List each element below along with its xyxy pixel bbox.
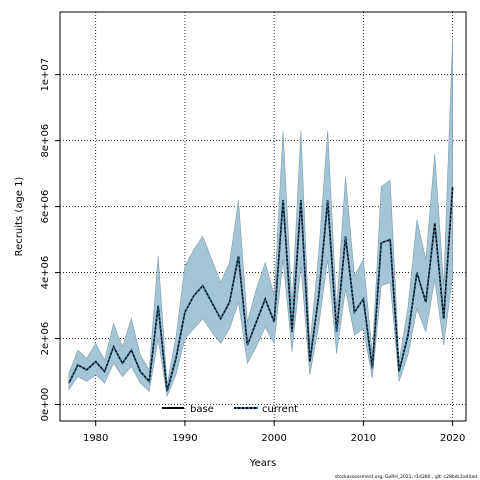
x-tick-label-2020: 2020 [440, 433, 465, 444]
confidence-band [68, 38, 453, 398]
series-lines [68, 186, 454, 392]
legend: base current [162, 404, 298, 415]
x-tick-label-2000: 2000 [261, 433, 286, 444]
y-tick-label-3: 6e+06 [40, 190, 51, 224]
y-axis-title: Recruits (age 1) [14, 177, 25, 257]
x-tick-label-1980: 1980 [83, 433, 108, 444]
y-tick-label-0: 0e+00 [40, 388, 51, 422]
y-tick-label-2: 4e+06 [40, 256, 51, 290]
x-tick-label-1990: 1990 [172, 433, 197, 444]
confidence-band-area [68, 38, 453, 398]
x-tick-label-2010: 2010 [351, 433, 376, 444]
y-tick-label-5: 1e+07 [40, 58, 51, 92]
legend-label-current: current [262, 404, 298, 415]
y-tick-label-4: 8e+06 [40, 124, 51, 158]
series-line-current [68, 186, 454, 392]
axes: 1980 1990 2000 2010 2020 0e+00 2e+06 4e+06 6e+06… [40, 58, 465, 444]
y-tick-label-1: 2e+06 [40, 322, 51, 356]
x-axis-title: Years [249, 458, 276, 469]
plot-frame [59, 11, 467, 422]
footer-credit: stockassessment.org, GoRH_2021, r14280 ,… [335, 474, 477, 480]
legend-label-base: base [190, 404, 214, 415]
